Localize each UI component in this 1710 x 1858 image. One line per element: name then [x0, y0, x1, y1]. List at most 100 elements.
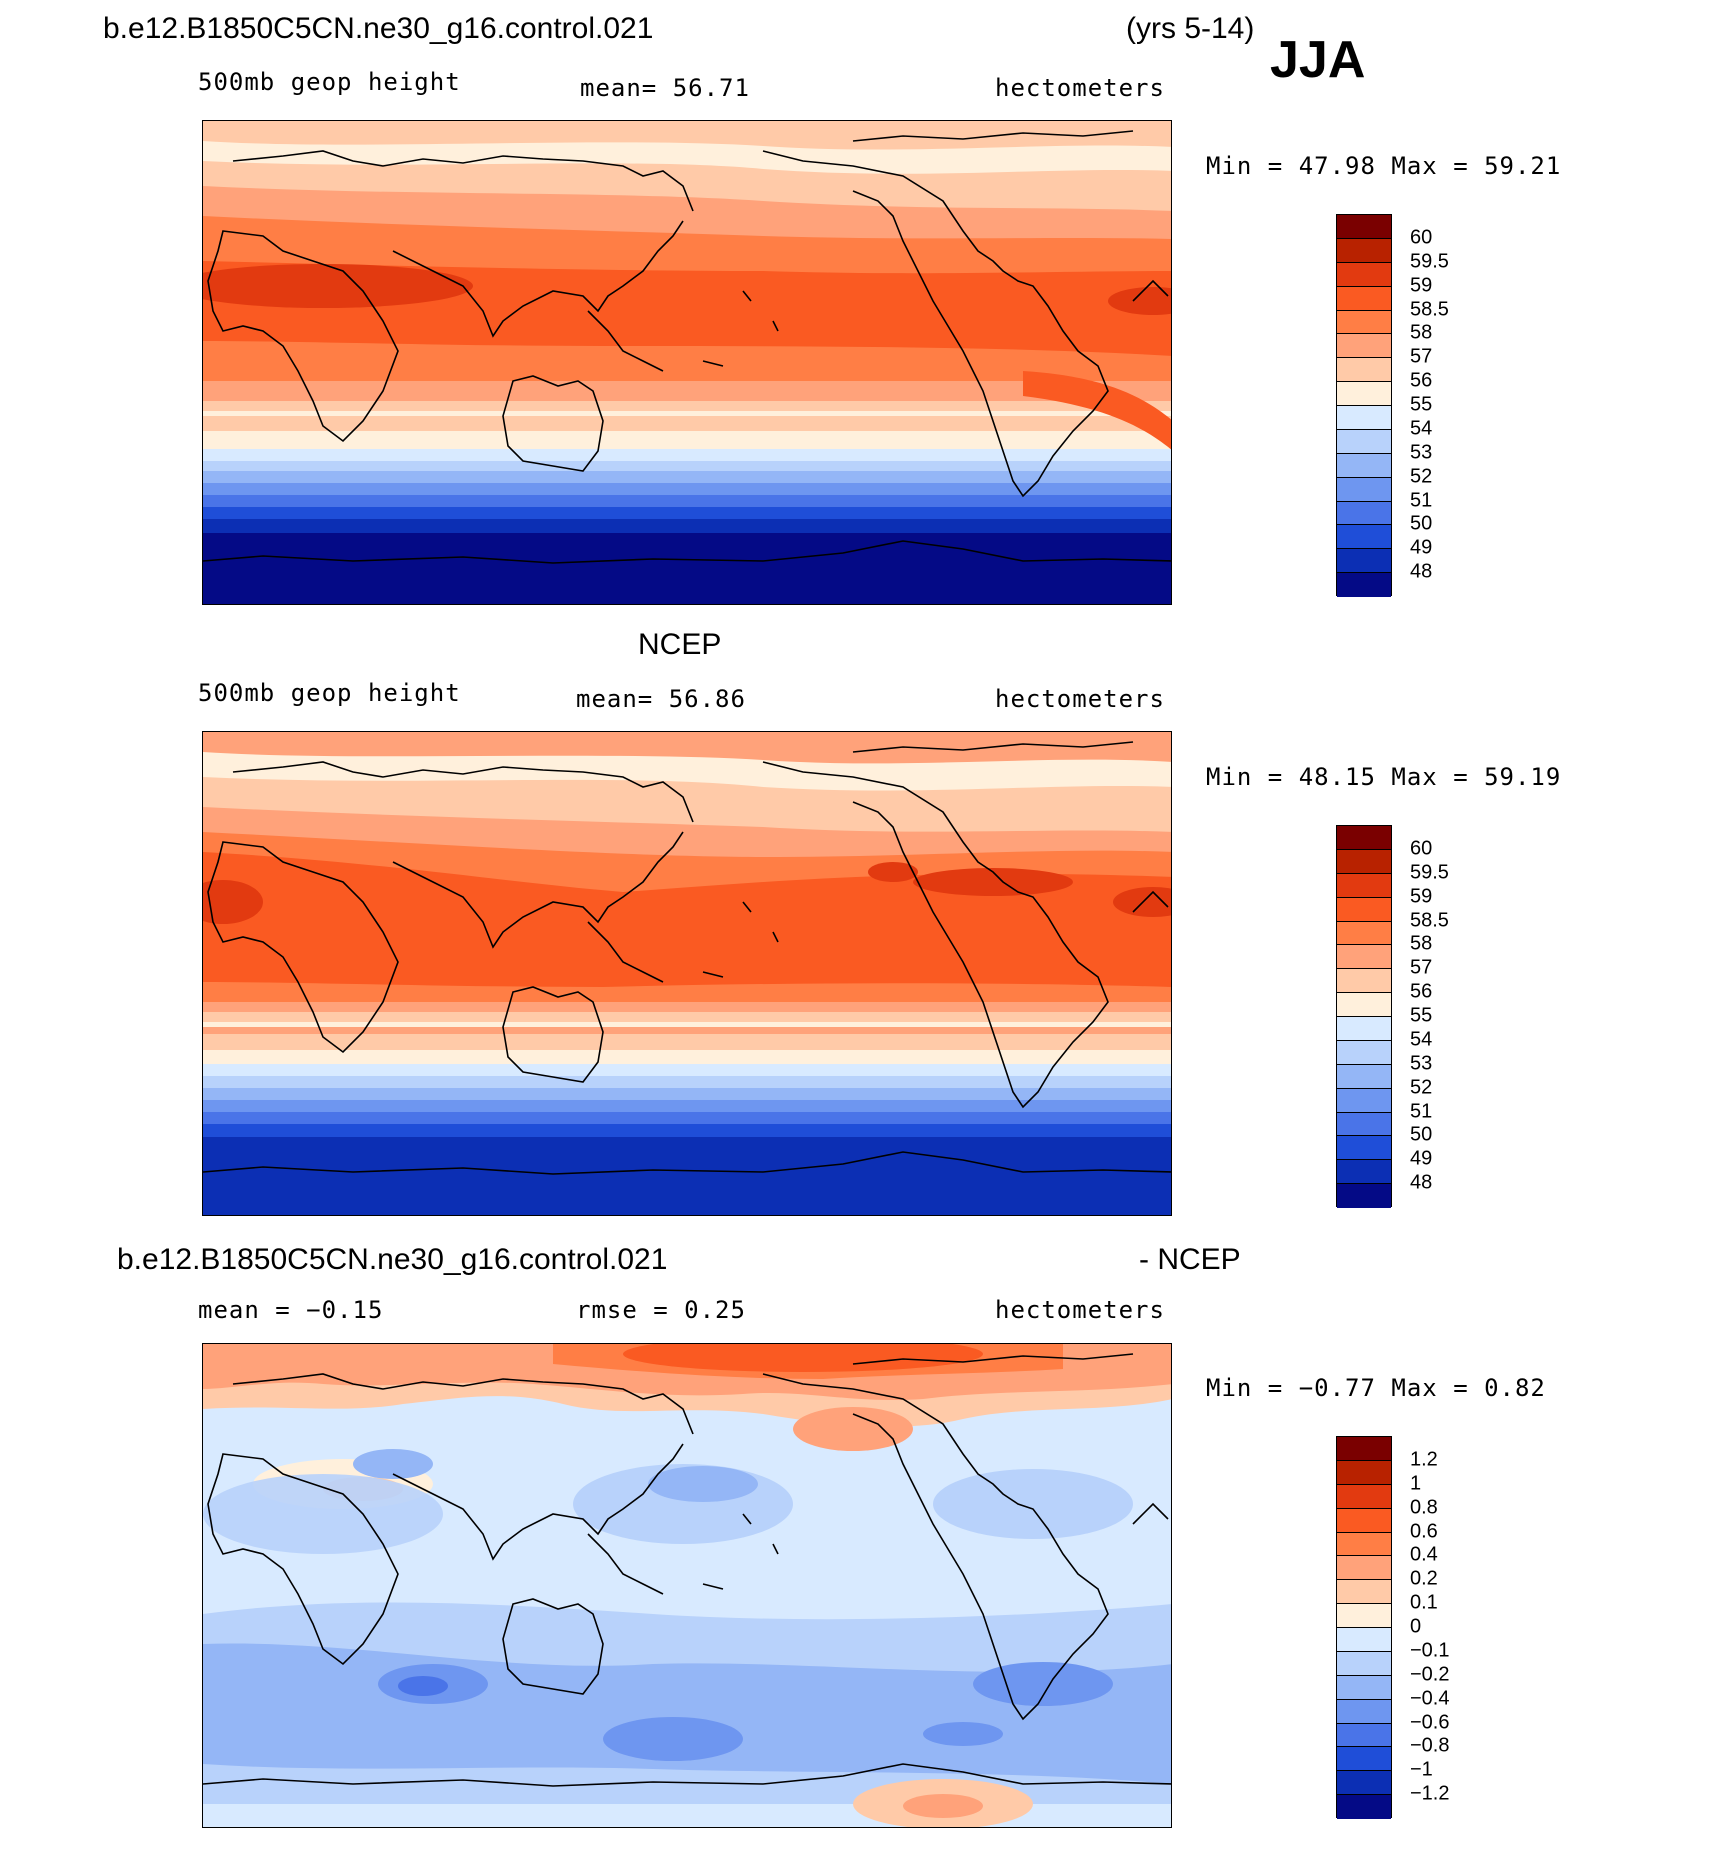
legend-swatch: [1337, 826, 1391, 850]
panel3-mean: mean = −0.15: [198, 1296, 384, 1324]
legend-label: 0: [1410, 1615, 1422, 1638]
legend-swatch: [1337, 429, 1391, 454]
legend-swatch: [1337, 286, 1391, 311]
legend-swatch: [1337, 1651, 1391, 1676]
legend-swatch: [1337, 873, 1391, 898]
legend-label: 58: [1410, 321, 1433, 344]
legend-swatch: [1337, 1675, 1391, 1700]
legend-swatch: [1337, 238, 1391, 263]
legend-label: 58: [1410, 932, 1433, 955]
panel2-units: hectometers: [995, 685, 1165, 713]
panel3-title-right: - NCEP: [1139, 1243, 1241, 1276]
legend-label: 60: [1410, 226, 1433, 249]
legend-label: 59.5: [1410, 861, 1449, 884]
legend-label: 56: [1410, 369, 1433, 392]
legend-label: 48: [1410, 1171, 1433, 1194]
legend-swatch: [1337, 1184, 1391, 1208]
legend-label: −0.8: [1410, 1734, 1450, 1757]
legend-label: 59.5: [1410, 250, 1449, 273]
legend-swatch: [1337, 1460, 1391, 1485]
legend-swatch: [1337, 921, 1391, 946]
legend-label: −0.6: [1410, 1711, 1450, 1733]
legend-swatch: [1337, 993, 1391, 1017]
legend-label: 56: [1410, 980, 1433, 1003]
legend-swatch: [1337, 1604, 1391, 1628]
legend-swatch: [1337, 1112, 1391, 1137]
panel2-title: NCEP: [638, 628, 722, 661]
panel1-legend: [1336, 214, 1392, 597]
case-title: b.e12.B1850C5CN.ne30_g16.control.021: [103, 12, 654, 45]
legend-swatch: [1337, 1508, 1391, 1533]
panel3-units: hectometers: [995, 1296, 1165, 1324]
legend-label: 58.5: [1410, 909, 1449, 931]
panel1-map: [202, 120, 1172, 605]
legend-swatch: [1337, 215, 1391, 239]
legend-label: 59: [1410, 885, 1433, 908]
panel3-title-left: b.e12.B1850C5CN.ne30_g16.control.021: [117, 1243, 668, 1276]
panel2-minmax: Min = 48.15 Max = 59.19: [1206, 763, 1562, 791]
legend-swatch: [1337, 501, 1391, 526]
legend-label: 53: [1410, 1052, 1433, 1075]
legend-label: 55: [1410, 1004, 1433, 1027]
legend-swatch: [1337, 358, 1391, 383]
panel2-variable: 500mb geop height: [198, 679, 461, 707]
legend-label: 0.1: [1410, 1591, 1438, 1614]
legend-label: 52: [1410, 465, 1433, 488]
legend-swatch: [1337, 1699, 1391, 1724]
legend-swatch: [1337, 945, 1391, 970]
legend-swatch: [1337, 262, 1391, 287]
legend-swatch: [1337, 453, 1391, 478]
legend-swatch: [1337, 897, 1391, 922]
legend-swatch: [1337, 310, 1391, 335]
legend-swatch: [1337, 1532, 1391, 1557]
legend-swatch: [1337, 1747, 1391, 1772]
panel1-units: hectometers: [995, 74, 1165, 102]
legend-swatch: [1337, 1580, 1391, 1605]
legend-swatch: [1337, 1556, 1391, 1581]
legend-swatch: [1337, 1437, 1391, 1461]
legend-label: 52: [1410, 1076, 1433, 1099]
legend-swatch: [1337, 549, 1391, 574]
legend-label: −1.2: [1410, 1782, 1450, 1805]
legend-label: 0.6: [1410, 1520, 1438, 1542]
legend-label: 50: [1410, 512, 1433, 535]
panel3-rmse: rmse = 0.25: [576, 1296, 746, 1324]
legend-swatch: [1337, 1136, 1391, 1161]
panel3-map: [202, 1343, 1172, 1828]
legend-label: 1: [1410, 1472, 1422, 1495]
panel1-variable: 500mb geop height: [198, 68, 461, 96]
legend-label: 0.8: [1410, 1496, 1438, 1519]
legend-swatch: [1337, 334, 1391, 359]
legend-label: 58.5: [1410, 298, 1449, 320]
legend-swatch: [1337, 477, 1391, 502]
panel2-mean: mean= 56.86: [576, 685, 746, 713]
legend-label: −1: [1410, 1758, 1433, 1781]
legend-label: 0.4: [1410, 1543, 1438, 1566]
legend-swatch: [1337, 382, 1391, 406]
legend-label: 48: [1410, 560, 1433, 583]
legend-swatch: [1337, 1088, 1391, 1113]
legend-label: 54: [1410, 417, 1433, 440]
legend-label: 60: [1410, 837, 1433, 860]
legend-label: −0.2: [1410, 1663, 1450, 1686]
legend-label: 49: [1410, 536, 1433, 559]
legend-label: 1.2: [1410, 1448, 1438, 1471]
legend-label: 50: [1410, 1123, 1433, 1146]
legend-label: 59: [1410, 274, 1433, 297]
legend-label: −0.4: [1410, 1687, 1450, 1710]
legend-swatch: [1337, 1017, 1391, 1041]
legend-label: 49: [1410, 1147, 1433, 1170]
panel1-mean: mean= 56.71: [580, 74, 750, 102]
legend-swatch: [1337, 1771, 1391, 1796]
legend-label: −0.1: [1410, 1639, 1450, 1662]
legend-swatch: [1337, 573, 1391, 597]
panel2-map: [202, 731, 1172, 1216]
legend-label: 57: [1410, 956, 1433, 979]
legend-swatch: [1337, 969, 1391, 994]
legend-swatch: [1337, 406, 1391, 430]
legend-label: 55: [1410, 393, 1433, 416]
years-label: (yrs 5-14): [1126, 12, 1255, 45]
legend-label: 51: [1410, 489, 1433, 511]
legend-swatch: [1337, 1160, 1391, 1185]
legend-label: 51: [1410, 1100, 1433, 1122]
